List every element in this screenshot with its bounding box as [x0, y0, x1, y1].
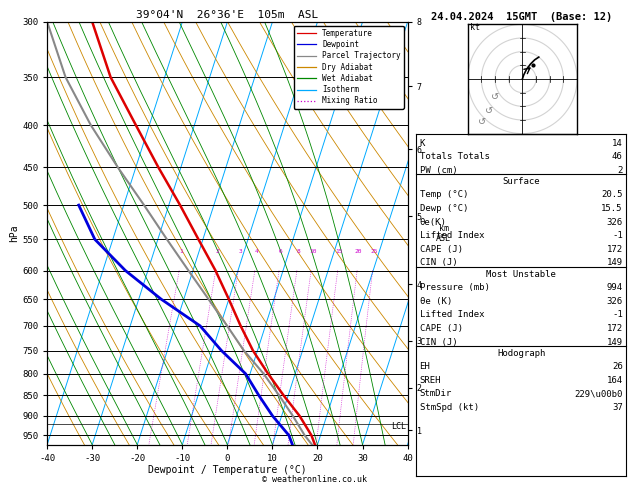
Text: 26: 26: [612, 362, 623, 371]
Text: 25: 25: [370, 249, 378, 254]
Text: 164: 164: [606, 376, 623, 385]
Text: θe (K): θe (K): [420, 297, 452, 306]
Text: 15.5: 15.5: [601, 204, 623, 213]
Text: 2: 2: [216, 249, 220, 254]
Text: $\circlearrowleft$: $\circlearrowleft$: [482, 105, 494, 115]
Y-axis label: km
ASL: km ASL: [437, 224, 452, 243]
Text: 172: 172: [606, 245, 623, 254]
Text: kt: kt: [470, 23, 481, 32]
X-axis label: Dewpoint / Temperature (°C): Dewpoint / Temperature (°C): [148, 466, 307, 475]
Text: 8: 8: [297, 249, 301, 254]
Text: LCL: LCL: [391, 422, 406, 431]
Text: 172: 172: [606, 324, 623, 333]
Text: $\circlearrowleft$: $\circlearrowleft$: [476, 116, 487, 126]
Text: 20.5: 20.5: [601, 191, 623, 199]
Text: 4: 4: [255, 249, 259, 254]
Text: 994: 994: [606, 283, 623, 292]
Y-axis label: hPa: hPa: [9, 225, 19, 242]
Text: 1: 1: [179, 249, 183, 254]
Title: 39°04'N  26°36'E  105m  ASL: 39°04'N 26°36'E 105m ASL: [136, 10, 318, 20]
Text: 229\u00b0: 229\u00b0: [574, 389, 623, 399]
Text: CAPE (J): CAPE (J): [420, 324, 462, 333]
Text: 46: 46: [612, 152, 623, 161]
Text: SREH: SREH: [420, 376, 441, 385]
Text: 14: 14: [612, 139, 623, 148]
Text: Dewp (°C): Dewp (°C): [420, 204, 468, 213]
Text: PW (cm): PW (cm): [420, 166, 457, 175]
Text: -1: -1: [612, 311, 623, 319]
Text: 6: 6: [279, 249, 283, 254]
Text: 37: 37: [612, 403, 623, 412]
Text: StmDir: StmDir: [420, 389, 452, 399]
Text: CIN (J): CIN (J): [420, 259, 457, 267]
Text: StmSpd (kt): StmSpd (kt): [420, 403, 479, 412]
Text: Hodograph: Hodograph: [497, 348, 545, 358]
Text: 10: 10: [309, 249, 316, 254]
Legend: Temperature, Dewpoint, Parcel Trajectory, Dry Adiabat, Wet Adiabat, Isotherm, Mi: Temperature, Dewpoint, Parcel Trajectory…: [294, 26, 404, 108]
Text: CAPE (J): CAPE (J): [420, 245, 462, 254]
Text: 15: 15: [335, 249, 343, 254]
Text: 2: 2: [617, 166, 623, 175]
Text: Lifted Index: Lifted Index: [420, 231, 484, 240]
Text: Surface: Surface: [503, 177, 540, 186]
Text: Pressure (mb): Pressure (mb): [420, 283, 489, 292]
Text: Lifted Index: Lifted Index: [420, 311, 484, 319]
Text: 20: 20: [355, 249, 362, 254]
Text: $\circlearrowleft$: $\circlearrowleft$: [489, 91, 501, 102]
Text: Temp (°C): Temp (°C): [420, 191, 468, 199]
Text: θe(K): θe(K): [420, 218, 447, 226]
Text: Most Unstable: Most Unstable: [486, 270, 556, 278]
Text: 149: 149: [606, 259, 623, 267]
Text: 326: 326: [606, 218, 623, 226]
Text: © weatheronline.co.uk: © weatheronline.co.uk: [262, 474, 367, 484]
Text: CIN (J): CIN (J): [420, 338, 457, 347]
Text: 326: 326: [606, 297, 623, 306]
Text: EH: EH: [420, 362, 430, 371]
Text: 3: 3: [238, 249, 242, 254]
Text: 24.04.2024  15GMT  (Base: 12): 24.04.2024 15GMT (Base: 12): [430, 12, 612, 22]
Text: 149: 149: [606, 338, 623, 347]
Text: -1: -1: [612, 231, 623, 240]
Text: Totals Totals: Totals Totals: [420, 152, 489, 161]
Text: K: K: [420, 139, 425, 148]
